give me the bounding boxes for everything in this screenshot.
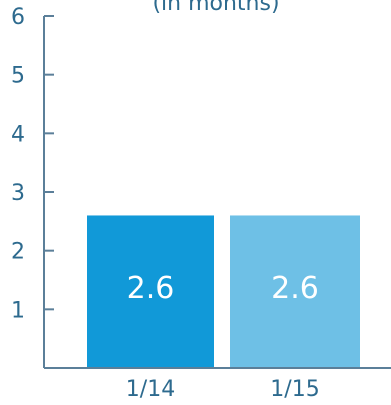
bar-1-15: [230, 215, 360, 368]
data-label-1-15: 2.6: [271, 271, 319, 306]
y-tick-label-1: 1: [11, 298, 25, 323]
bars-group: [87, 215, 360, 368]
bar-1-14: [87, 215, 214, 368]
y-tick-label-5: 5: [11, 64, 25, 89]
y-axis-ticks: 1 2 3 4 5 6: [11, 5, 54, 323]
y-tick-label-4: 4: [11, 122, 25, 147]
x-label-1-14: 1/14: [126, 377, 175, 402]
data-label-1-14: 2.6: [127, 271, 175, 306]
chart-subtitle: (in months): [152, 0, 279, 16]
y-tick-label-3: 3: [11, 181, 25, 206]
y-tick-label-2: 2: [11, 240, 25, 265]
x-axis-labels: 1/14 1/15: [126, 377, 320, 402]
x-label-1-15: 1/15: [270, 377, 319, 402]
y-tick-label-6: 6: [11, 5, 25, 30]
data-labels-group: 2.6 2.6: [127, 271, 319, 306]
